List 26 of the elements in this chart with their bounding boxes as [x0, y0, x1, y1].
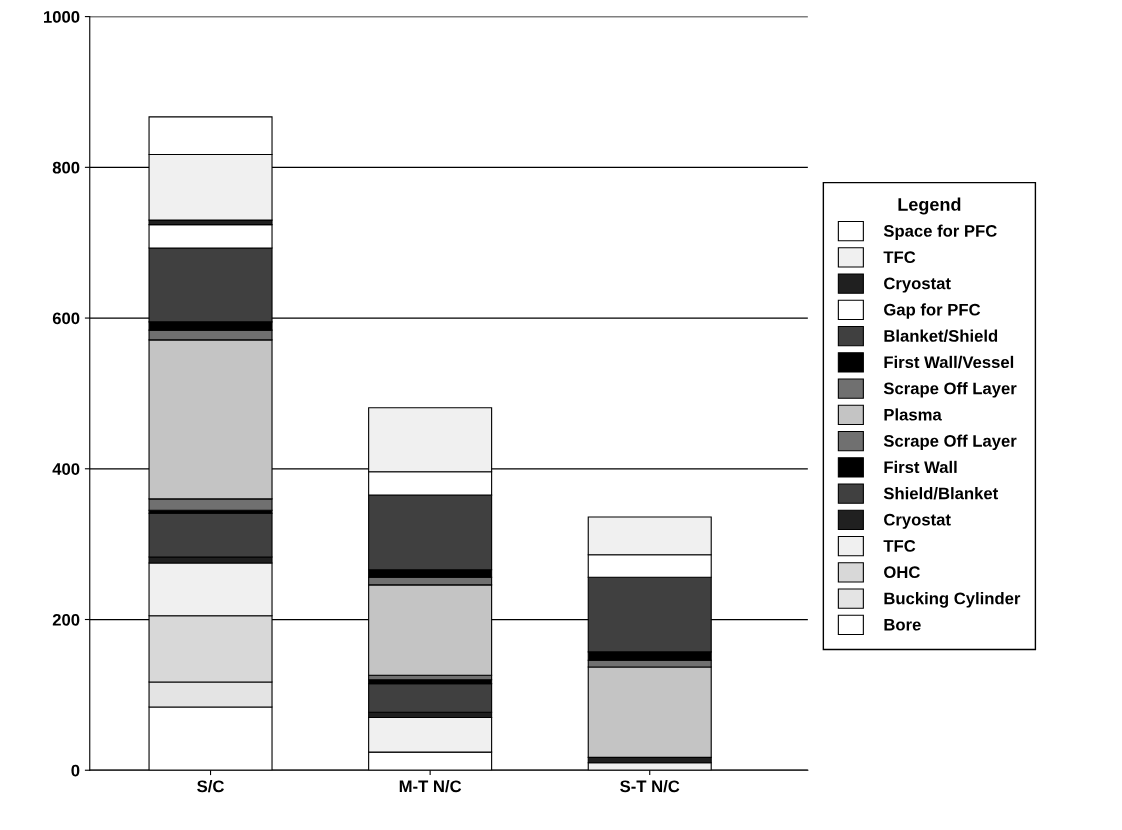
legend-label: First Wall	[884, 460, 957, 474]
legend-label: Scrape Off Layer	[883, 434, 1017, 451]
y-tick-label: 0	[71, 764, 80, 777]
legend-label: Cryostat	[884, 513, 951, 529]
legend-label: Bore	[884, 618, 921, 631]
legend-label: Scrape Off Layer	[883, 382, 1017, 398]
legend-title: Legend	[898, 197, 961, 215]
x-tick-label: S-T N/C	[620, 779, 680, 793]
x-tick-label: S/C	[197, 779, 224, 793]
legend-label: Plasma	[884, 408, 942, 421]
y-tick-label: 800	[52, 161, 80, 174]
legend-label: First Wall/Vessel	[884, 355, 1014, 369]
legend-label: Gap for PFC	[884, 303, 981, 319]
legend-label: Bucking Cylinder	[884, 592, 1021, 608]
y-tick-label: 1000	[44, 11, 80, 23]
legend-label: Shield/Blanket	[883, 487, 998, 500]
legend-label: OHC	[884, 566, 920, 579]
legend-label: TFC	[883, 251, 916, 264]
y-tick-label: 400	[52, 463, 80, 475]
legend-label: Space for PFC	[883, 224, 997, 241]
x-tick-label: M-T N/C	[399, 779, 462, 793]
legend-label: Blanket/Shield	[884, 329, 998, 342]
y-tick-label: 200	[52, 613, 80, 626]
legend-label: TFC	[883, 540, 916, 552]
y-tick-label: 600	[52, 312, 80, 325]
legend-label: Cryostat	[884, 277, 951, 293]
